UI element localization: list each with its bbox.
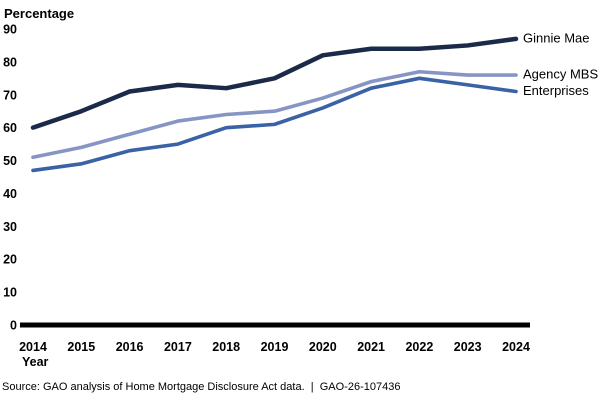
- x-tick-label: 2018: [212, 340, 240, 354]
- x-tick-label: 2019: [261, 340, 289, 354]
- y-tick-label: 30: [3, 220, 17, 234]
- x-tick-label: 2024: [502, 340, 530, 354]
- line-ginnie-mae: [30, 36, 519, 130]
- series-label-enterprises: Enterprises: [523, 83, 589, 98]
- series-end-labels: Ginnie Mae Agency MBS Enterprises: [523, 30, 598, 98]
- chart-series-lines: [30, 36, 519, 173]
- x-tick-label: 2017: [164, 340, 192, 354]
- x-tick-label: 2014: [19, 340, 47, 354]
- x-tick-label: 2020: [309, 340, 337, 354]
- x-tick-label: 2015: [67, 340, 95, 354]
- line-agency-mbs: [31, 69, 518, 160]
- y-tick-label: 60: [3, 121, 17, 135]
- x-axis-tick-labels: 2014 2015 2016 2017 2018 2019 2020 2021 2022 2023…: [19, 340, 530, 354]
- source-note: Source: GAO analysis of Home Mortgage Di…: [2, 381, 401, 393]
- y-tick-label: 10: [3, 286, 17, 300]
- y-tick-label: 50: [3, 154, 17, 168]
- y-tick-label: 20: [3, 253, 17, 267]
- x-tick-label: 2016: [116, 340, 144, 354]
- y-tick-label: 80: [3, 55, 17, 69]
- x-tick-label: 2021: [357, 340, 385, 354]
- y-axis-tick-labels: 0 10 20 30 40 50 60 70 80 90: [3, 22, 17, 332]
- series-label-ginnie-mae: Ginnie Mae: [523, 30, 589, 45]
- series-label-agency-mbs: Agency MBS: [523, 66, 598, 81]
- y-axis-title: Percentage: [4, 6, 74, 21]
- x-tick-label: 2023: [454, 340, 482, 354]
- x-tick-label: 2022: [405, 340, 433, 354]
- x-axis-title: Year: [22, 355, 49, 369]
- x-axis-line: [20, 322, 530, 328]
- y-tick-label: 40: [3, 187, 17, 201]
- y-tick-label: 90: [3, 22, 17, 36]
- y-tick-label: 70: [3, 88, 17, 102]
- y-tick-label: 0: [10, 319, 17, 333]
- line-enterprises: [31, 76, 518, 173]
